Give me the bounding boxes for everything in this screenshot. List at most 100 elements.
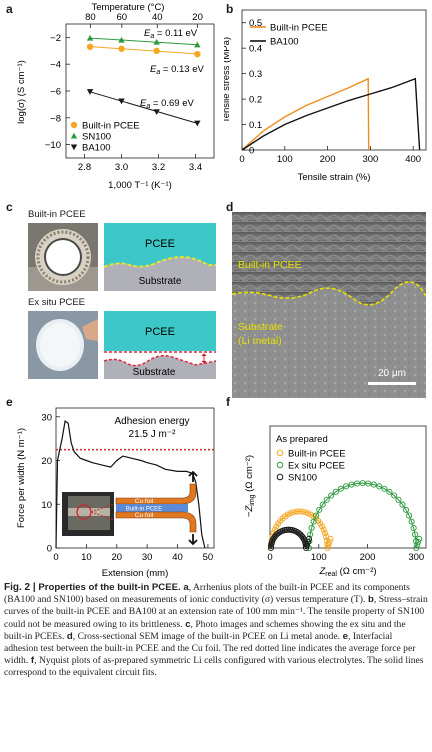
sem-substrate-label: Substrate: [238, 321, 283, 333]
data-point: [370, 481, 377, 488]
legend-marker: [276, 473, 284, 481]
li-metal-region: [232, 281, 426, 398]
panel-c: Built-in PCEE PCEE Substrate Ex situ PCE…: [0, 205, 222, 390]
tail-point: [304, 538, 312, 545]
x-tick-label: 40: [172, 552, 183, 563]
caption-panel-ref: b: [365, 594, 374, 606]
y-tick-label: −8: [50, 113, 61, 124]
caption-body: a, Arrhenius plots of the built-in PCEE …: [4, 582, 428, 678]
x-tick-label: 50: [203, 552, 214, 563]
fit-line: [89, 91, 198, 124]
caption-fig-label: Fig. 2 |: [4, 582, 36, 593]
data-point: [86, 34, 94, 41]
legend-label: SN100: [82, 132, 111, 143]
panel-letter-e: e: [6, 395, 13, 409]
builtin-pcee-strip: [116, 504, 188, 512]
data-point: [313, 512, 320, 519]
exsitu-pcee-photo: [28, 311, 98, 379]
data-point: [319, 523, 326, 530]
chart-b-stress-strain: 0 100 200 300 400 0 0.1 0.2 0.3 0.4 0.5 Built-in P…: [224, 9, 427, 183]
top-tick-label: 60: [117, 12, 128, 23]
data-point: [322, 530, 329, 537]
data-point: [320, 526, 327, 533]
fit-curve: [308, 482, 417, 549]
caption-panel-ref: d: [64, 630, 73, 642]
series-group: [86, 34, 201, 127]
data-point: [194, 41, 201, 48]
data-point: [376, 483, 383, 490]
data-point: [307, 531, 314, 538]
builtin-pcee-scheme: PCEE Substrate: [104, 223, 216, 291]
x-axis-label: Zreal (Ω cm⁻²): [318, 566, 376, 578]
fit-line: [90, 46, 198, 55]
caption-segment: , Arrhenius plots of the built-in PCEE a…: [4, 582, 410, 606]
x-tick-label: 0: [53, 552, 58, 563]
y-axis-label: Tensile stress (MPa): [224, 37, 232, 123]
y-axis-label: log(σ) (S cm⁻¹): [16, 60, 27, 124]
data-point: [410, 524, 417, 532]
x-tick-label: 30: [142, 552, 153, 563]
data-point: [332, 488, 339, 495]
data-point: [413, 544, 420, 552]
caption-segment: , Cross-sectional SEM image of the built…: [72, 630, 341, 642]
x-tick-label: 200: [360, 552, 376, 563]
data-point: [273, 523, 280, 530]
data-point: [86, 89, 94, 95]
data-point: [310, 518, 317, 525]
legend-label: Ex situ PCEE: [288, 461, 345, 472]
cu-foil-bottom-label: Cu foil: [135, 512, 154, 519]
substrate-layer: [104, 257, 216, 291]
caption-panel-ref: c: [182, 618, 191, 630]
chart-a-arrhenius: Temperature (°C) 80 60 40 20 2.8 3.0 3.2 3.4 −2…: [16, 2, 215, 191]
x-tick-label: 10: [81, 552, 92, 563]
y-tick-label: −2: [50, 33, 61, 44]
legend-label: BA100: [82, 143, 111, 154]
data-point: [194, 120, 201, 127]
x-tick-label: 300: [362, 154, 378, 165]
ea-annotation-3: Ea = 0.69 eV: [140, 98, 194, 110]
x-axis-label: 1,000 T⁻¹ (K⁻¹): [108, 180, 172, 191]
data-point: [267, 544, 275, 552]
ea-annotation-2: Ea = 0.13 eV: [150, 64, 204, 76]
gap-arrow-icon: [201, 353, 207, 364]
x-axis-label: Extension (mm): [102, 568, 169, 579]
x-tick-label: 0: [239, 154, 244, 165]
data-point: [308, 524, 315, 532]
fit-curve: [270, 529, 307, 549]
legend-marker: [70, 144, 78, 151]
legend-label: Built-in PCEE: [270, 23, 328, 34]
plot-frame: [241, 9, 427, 151]
data-point: [386, 488, 393, 495]
data-point: [323, 496, 330, 503]
data-point: [287, 510, 294, 517]
pull-up-arrow-icon: [188, 470, 198, 482]
panel-letter-d: d: [226, 200, 234, 214]
x-tick-label: 400: [405, 154, 421, 165]
data-point: [412, 531, 419, 538]
data-point: [406, 512, 413, 519]
tail-point: [414, 541, 421, 548]
tail-point: [416, 535, 423, 542]
legend-title: As prepared: [276, 434, 328, 445]
axis-ticks: 0 10 20 30 40 50 0 10 20 30: [41, 412, 213, 563]
data-point: [365, 480, 372, 487]
data-point: [153, 109, 160, 115]
caption-segment: , Interfacial adhesion test between the …: [4, 630, 416, 667]
legend-label: BA100: [270, 37, 299, 48]
adhesion-title: Adhesion energy: [114, 416, 189, 427]
panel-letter-b: b: [226, 2, 234, 16]
tail-point: [325, 541, 332, 548]
legend-marker: [70, 132, 78, 139]
data-point: [275, 530, 282, 537]
tail-point: [415, 538, 422, 545]
pcee-label: PCEE: [145, 326, 175, 338]
panel-letter-a: a: [6, 2, 13, 16]
y-tick-label: 20: [41, 456, 52, 467]
legend-label: Built-in PCEE: [288, 449, 346, 460]
data-point: [303, 544, 310, 552]
data-point: [302, 509, 309, 516]
data-point: [194, 50, 201, 58]
